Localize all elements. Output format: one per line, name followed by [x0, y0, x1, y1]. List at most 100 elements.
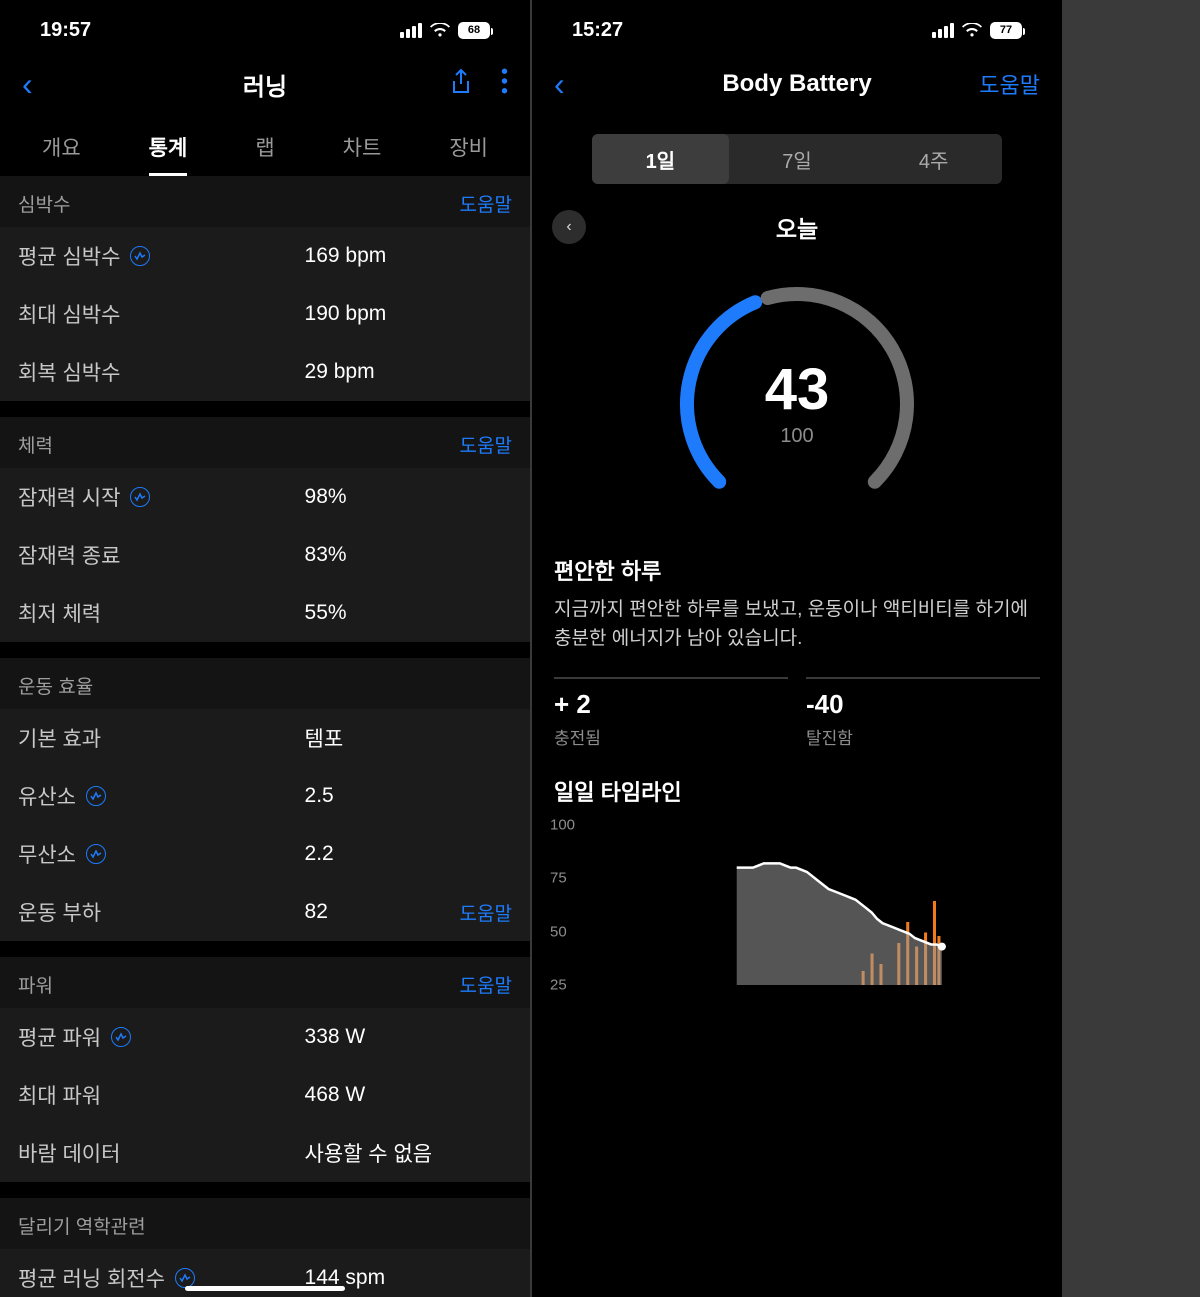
status-time: 15:27	[572, 19, 623, 42]
status-bar: 15:27 77	[532, 0, 1062, 54]
battery-icon: 68	[458, 22, 490, 39]
segment-7d[interactable]: 7일	[729, 134, 866, 184]
info-icon[interactable]	[175, 1268, 195, 1288]
tab-charts[interactable]: 차트	[339, 126, 386, 176]
stat-label: 기본 효과	[18, 723, 101, 753]
stat-label: 최저 체력	[18, 598, 101, 628]
stat-label: 최대 심박수	[18, 299, 120, 329]
status-bar: 19:57 68	[0, 0, 530, 54]
help-link[interactable]: 도움말	[460, 971, 512, 998]
section-header-power: 파워 도움말	[0, 957, 530, 1008]
stat-row: 평균 파워 338 W	[0, 1008, 530, 1066]
stat-value: 98%	[305, 485, 512, 509]
section-header-hr: 심박수 도움말	[0, 176, 530, 227]
stat-label: 운동 부하	[18, 897, 101, 927]
stat-row: 최저 체력 55%	[0, 584, 530, 642]
ytick-label: 75	[550, 870, 567, 887]
section-title: 운동 효율	[18, 672, 93, 699]
stat-row: 회복 심박수 29 bpm	[0, 343, 530, 401]
stat-row: 바람 데이터 사용할 수 없음	[0, 1124, 530, 1182]
help-link[interactable]: 도움말	[460, 899, 512, 926]
battery-icon: 77	[990, 22, 1022, 39]
more-button[interactable]	[501, 68, 508, 101]
back-button[interactable]: ‹	[22, 66, 33, 103]
stat-row: 무산소 2.2	[0, 825, 530, 883]
section-header-bb: 체력 도움말	[0, 417, 530, 468]
section-title: 체력	[18, 431, 53, 458]
stat-charged: + 2 충전됨	[554, 677, 788, 749]
stat-row: 잠재력 종료 83%	[0, 526, 530, 584]
stat-row: 운동 부하 82 도움말	[0, 883, 530, 941]
tab-stats[interactable]: 통계	[145, 126, 192, 176]
stat-label: 회복 심박수	[18, 357, 120, 387]
info-icon[interactable]	[86, 844, 106, 864]
segment-1d[interactable]: 1일	[592, 134, 729, 184]
cellular-icon	[400, 23, 422, 38]
stat-label: 평균 심박수	[18, 241, 120, 271]
timeline-svg	[594, 825, 1040, 985]
stat-value: 190 bpm	[305, 302, 512, 326]
stat-row: 평균 심박수 169 bpm	[0, 227, 530, 285]
prev-day-button[interactable]: ‹	[552, 210, 586, 244]
segment-4w[interactable]: 4주	[865, 134, 1002, 184]
section-title: 파워	[18, 971, 53, 998]
section-header-te: 운동 효율	[0, 658, 530, 709]
ytick-label: 25	[550, 977, 567, 994]
info-icon[interactable]	[130, 246, 150, 266]
drained-value: -40	[806, 689, 1040, 720]
status-indicators: 77	[932, 22, 1022, 39]
stat-row: 최대 심박수 190 bpm	[0, 285, 530, 343]
wifi-icon	[430, 23, 450, 38]
ytick-label: 50	[550, 923, 567, 940]
status-indicators: 68	[400, 22, 490, 39]
stat-value: 2.5	[305, 784, 512, 808]
charged-label: 충전됨	[554, 724, 788, 749]
help-link[interactable]: 도움말	[460, 190, 512, 217]
stat-label: 유산소	[18, 781, 76, 811]
status-time: 19:57	[40, 19, 91, 42]
nav-header: ‹ Body Battery 도움말	[532, 54, 1062, 114]
day-nav: ‹ 오늘	[532, 210, 1062, 244]
section-title: 심박수	[18, 190, 70, 217]
summary-desc: 지금까지 편안한 하루를 보냈고, 운동이나 액티비티를 하기에 충분한 에너지…	[554, 596, 1040, 653]
drained-label: 탈진함	[806, 724, 1040, 749]
stat-label: 평균 러닝 회전수	[18, 1263, 165, 1293]
stat-value: 169 bpm	[305, 244, 512, 268]
body-battery-screen: 15:27 77 ‹ Body Battery 도움말 1일 7일 4주 ‹ 오…	[532, 0, 1062, 1297]
tab-gear[interactable]: 장비	[445, 126, 492, 176]
gauge-max: 100	[780, 425, 813, 448]
stat-value: 338 W	[305, 1025, 512, 1049]
tabs: 개요 통계 랩 차트 장비	[0, 114, 530, 176]
stat-value: 사용할 수 없음	[305, 1138, 512, 1168]
stat-value: 2.2	[305, 842, 512, 866]
help-link[interactable]: 도움말	[460, 431, 512, 458]
gauge-value: 43	[765, 361, 830, 419]
tab-laps[interactable]: 랩	[251, 126, 278, 176]
info-icon[interactable]	[111, 1027, 131, 1047]
stat-row: 기본 효과 템포	[0, 709, 530, 767]
summary-title: 편안한 하루	[554, 554, 1040, 586]
help-link[interactable]: 도움말	[979, 68, 1040, 100]
stat-value: 55%	[305, 601, 512, 625]
tab-overview[interactable]: 개요	[38, 126, 85, 176]
home-indicator[interactable]	[185, 1286, 345, 1291]
stat-label: 무산소	[18, 839, 76, 869]
stat-label: 잠재력 시작	[18, 482, 120, 512]
stat-drained: -40 탈진함	[806, 677, 1040, 749]
timeline-chart: 100755025	[594, 825, 1040, 985]
share-button[interactable]	[449, 68, 473, 101]
info-icon[interactable]	[130, 487, 150, 507]
day-label: 오늘	[776, 210, 818, 244]
stat-value: 29 bpm	[305, 360, 512, 384]
wifi-icon	[962, 23, 982, 38]
charged-value: + 2	[554, 689, 788, 720]
summary-block: 편안한 하루 지금까지 편안한 하루를 보냈고, 운동이나 액티비티를 하기에 …	[532, 544, 1062, 653]
back-button[interactable]: ‹	[554, 66, 565, 103]
charge-drain-stats: + 2 충전됨 -40 탈진함	[532, 653, 1062, 749]
info-icon[interactable]	[86, 786, 106, 806]
stat-label: 잠재력 종료	[18, 540, 120, 570]
stat-label: 평균 파워	[18, 1022, 101, 1052]
stat-value: 83%	[305, 543, 512, 567]
stat-row: 최대 파워 468 W	[0, 1066, 530, 1124]
section-title: 달리기 역학관련	[18, 1212, 146, 1239]
